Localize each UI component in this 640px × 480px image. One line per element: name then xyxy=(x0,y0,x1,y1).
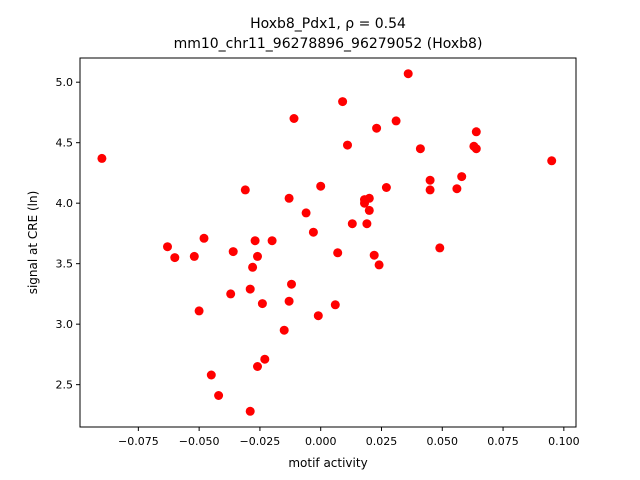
data-points xyxy=(97,69,557,416)
x-axis-label: motif activity xyxy=(288,456,367,470)
data-point-3 xyxy=(189,251,199,261)
x-axis-ticks: −0.075 −0.050 −0.025 0.000 0.025 0.050 0.075 0.… xyxy=(118,427,580,448)
x-tick-label-4: 0.025 xyxy=(366,435,398,448)
data-point-25 xyxy=(301,208,311,218)
data-point-19 xyxy=(267,236,277,246)
data-point-36 xyxy=(362,219,372,229)
y-tick-label-2: 3.5 xyxy=(56,258,74,271)
data-point-41 xyxy=(374,260,384,270)
x-tick-label-0: −0.075 xyxy=(118,435,159,448)
data-point-18 xyxy=(260,354,270,364)
data-point-17 xyxy=(257,299,267,309)
data-point-26 xyxy=(308,227,318,237)
data-point-9 xyxy=(228,247,238,257)
data-point-38 xyxy=(364,205,374,215)
data-point-53 xyxy=(471,127,481,137)
data-point-30 xyxy=(333,248,343,258)
y-tick-label-3: 4.0 xyxy=(56,197,74,210)
data-point-4 xyxy=(194,306,204,316)
x-tick-label-3: 0.000 xyxy=(305,435,337,448)
data-point-50 xyxy=(457,172,467,182)
data-point-28 xyxy=(316,181,326,191)
data-point-7 xyxy=(214,391,224,400)
data-point-49 xyxy=(452,184,462,194)
data-point-48 xyxy=(435,243,445,253)
plot-frame xyxy=(79,57,577,428)
data-point-32 xyxy=(343,140,352,150)
data-point-20 xyxy=(279,325,289,335)
data-point-22 xyxy=(284,296,294,306)
data-point-29 xyxy=(330,300,340,310)
y-axis-ticks: 2.5 3.0 3.5 4.0 4.5 5.0 xyxy=(56,76,80,392)
chart-title-line1: Hoxb8_Pdx1, ρ = 0.54 xyxy=(250,16,406,32)
data-point-11 xyxy=(245,284,255,294)
y-axis-label: signal at CRE (ln) xyxy=(26,191,40,295)
data-point-33 xyxy=(347,219,357,229)
data-point-46 xyxy=(425,175,435,185)
data-point-39 xyxy=(369,250,379,260)
x-tick-label-2: −0.025 xyxy=(240,435,281,448)
data-point-5 xyxy=(199,233,209,243)
x-tick-label-1: −0.050 xyxy=(179,435,220,448)
data-point-31 xyxy=(338,97,348,107)
data-point-21 xyxy=(284,193,294,203)
x-tick-label-5: 0.050 xyxy=(427,435,459,448)
data-point-47 xyxy=(425,185,435,195)
data-point-2 xyxy=(170,253,180,263)
data-point-16 xyxy=(253,362,262,371)
y-tick-label-1: 3.0 xyxy=(56,318,74,331)
data-point-44 xyxy=(403,69,413,79)
data-point-10 xyxy=(240,185,250,195)
data-point-12 xyxy=(245,406,255,416)
data-point-37 xyxy=(364,193,374,203)
data-point-23 xyxy=(287,279,296,289)
data-point-54 xyxy=(547,156,557,166)
x-tick-label-6: 0.075 xyxy=(487,435,519,448)
data-point-1 xyxy=(163,242,172,252)
chart-title-line2: mm10_chr11_96278896_96279052 (Hoxb8) xyxy=(174,36,483,52)
data-point-42 xyxy=(381,183,391,192)
data-point-24 xyxy=(289,114,299,123)
data-point-14 xyxy=(250,236,260,246)
data-point-40 xyxy=(372,123,382,133)
data-point-0 xyxy=(97,153,107,163)
data-point-45 xyxy=(415,144,425,154)
y-tick-label-4: 4.5 xyxy=(56,137,74,150)
y-tick-label-5: 5.0 xyxy=(56,76,74,89)
data-point-13 xyxy=(248,262,258,272)
y-tick-label-0: 2.5 xyxy=(56,379,74,392)
data-point-43 xyxy=(391,116,401,126)
data-point-6 xyxy=(206,370,216,380)
x-tick-label-7: 0.100 xyxy=(548,435,580,448)
data-point-52 xyxy=(471,144,481,154)
data-point-15 xyxy=(253,251,262,261)
data-point-8 xyxy=(226,289,236,299)
data-point-27 xyxy=(313,311,323,321)
